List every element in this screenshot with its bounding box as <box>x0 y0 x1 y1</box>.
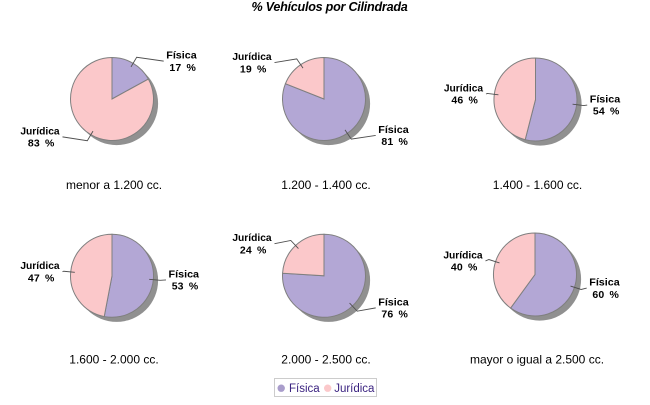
svg-text:Jurídica: Jurídica <box>232 232 271 244</box>
svg-text:Jurídica: Jurídica <box>334 383 375 395</box>
svg-text:Física: Física <box>169 268 200 280</box>
svg-text:54 %: 54 % <box>593 106 620 118</box>
svg-text:Física: Física <box>289 383 320 395</box>
svg-text:Jurídica: Jurídica <box>20 260 59 272</box>
svg-text:Jurídica: Jurídica <box>443 249 482 261</box>
svg-text:Física: Física <box>589 277 620 289</box>
svg-text:Jurídica: Jurídica <box>20 125 59 137</box>
svg-text:76 %: 76 % <box>381 309 408 321</box>
svg-text:81 %: 81 % <box>381 136 408 148</box>
svg-text:Física: Física <box>378 296 409 308</box>
svg-text:1.600 - 2.000 cc.: 1.600 - 2.000 cc. <box>69 353 158 367</box>
svg-text:Jurídica: Jurídica <box>444 82 483 94</box>
svg-text:2.000 - 2.500 cc.: 2.000 - 2.500 cc. <box>281 353 370 367</box>
svg-text:53 %: 53 % <box>172 281 199 293</box>
svg-text:1.400 - 1.600 cc.: 1.400 - 1.600 cc. <box>493 178 582 192</box>
svg-text:46 %: 46 % <box>451 95 478 107</box>
svg-text:Física: Física <box>378 124 409 136</box>
svg-text:Física: Física <box>590 94 621 106</box>
svg-text:mayor o igual a 2.500 cc.: mayor o igual a 2.500 cc. <box>470 353 604 367</box>
svg-text:17 %: 17 % <box>169 62 196 74</box>
svg-text:Jurídica: Jurídica <box>232 51 271 63</box>
svg-text:60 %: 60 % <box>592 289 619 301</box>
svg-text:menor a 1.200 cc.: menor a 1.200 cc. <box>66 178 162 192</box>
svg-text:Física: Física <box>166 50 197 62</box>
svg-text:19 %: 19 % <box>240 63 267 75</box>
svg-text:47 %: 47 % <box>28 272 55 284</box>
svg-text:% Vehículos por Cilindrada: % Vehículos por Cilindrada <box>251 0 407 14</box>
svg-text:83 %: 83 % <box>28 138 55 150</box>
svg-text:24 %: 24 % <box>240 244 267 256</box>
svg-text:1.200 - 1.400 cc.: 1.200 - 1.400 cc. <box>281 178 370 192</box>
svg-text:40 %: 40 % <box>451 262 478 274</box>
